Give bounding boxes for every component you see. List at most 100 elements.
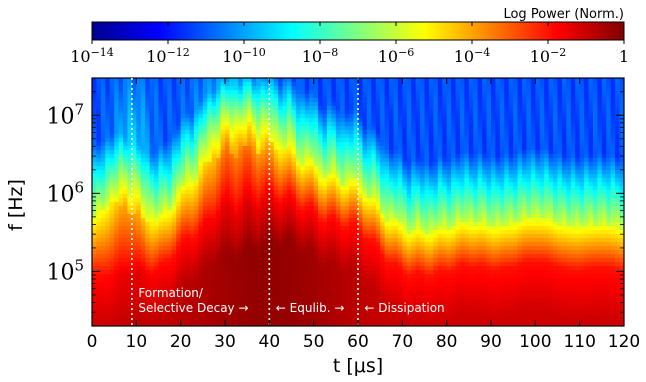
heatmap-cell (362, 134, 368, 139)
heatmap-cell (114, 162, 120, 167)
heatmap-cell (326, 86, 332, 91)
heatmap-cell (579, 114, 585, 119)
heatmap-cell (579, 210, 585, 215)
heatmap-cell (154, 90, 160, 95)
heatmap-cell (162, 170, 168, 175)
heatmap-cell (420, 190, 426, 195)
heatmap-cell (185, 142, 191, 147)
heatmap-cell (109, 158, 115, 163)
heatmap-cell (282, 98, 288, 103)
heatmap-cell (340, 94, 346, 99)
heatmap-cell (601, 150, 607, 155)
heatmap-cell (273, 146, 279, 151)
heatmap-cell (225, 218, 231, 223)
heatmap-cell (411, 158, 417, 163)
heatmap-cell (127, 94, 133, 99)
heatmap-cell (331, 82, 337, 87)
heatmap-cell (211, 122, 217, 127)
heatmap-cell (491, 130, 497, 135)
heatmap-cell (468, 162, 474, 167)
heatmap-cell (211, 210, 217, 215)
heatmap-cell (362, 218, 368, 223)
heatmap-cell (592, 78, 598, 83)
heatmap-cell (437, 170, 443, 175)
heatmap-cell (136, 94, 142, 99)
heatmap-cell (464, 106, 470, 111)
heatmap-cell (570, 114, 576, 119)
heatmap-cell (167, 242, 173, 247)
heatmap-cell (331, 190, 337, 195)
heatmap-cell (371, 162, 377, 167)
heatmap-cell (225, 102, 231, 107)
heatmap-cell (464, 174, 470, 179)
heatmap-cell (442, 166, 448, 171)
heatmap-cell (544, 102, 550, 107)
heatmap-cell (220, 166, 226, 171)
heatmap-cell (393, 126, 399, 131)
heatmap-cell (105, 170, 111, 175)
heatmap-cell (459, 114, 465, 119)
heatmap-cell (127, 194, 133, 199)
heatmap-cell (251, 86, 257, 91)
heatmap-cell (491, 222, 497, 227)
heatmap-cell (553, 106, 559, 111)
heatmap-cell (504, 158, 510, 163)
heatmap-cell (340, 170, 346, 175)
heatmap-cell (176, 110, 182, 115)
heatmap-cell (437, 134, 443, 139)
heatmap-cell (269, 130, 275, 135)
heatmap-cell (375, 98, 381, 103)
heatmap-cell (238, 242, 244, 247)
heatmap-cell (180, 114, 186, 119)
heatmap-cell (380, 238, 386, 243)
heatmap-cell (406, 158, 412, 163)
heatmap-cell (420, 122, 426, 127)
heatmap-cell (140, 106, 146, 111)
heatmap-cell (415, 202, 421, 207)
heatmap-cell (225, 78, 231, 83)
heatmap-cell (579, 134, 585, 139)
heatmap-cell (291, 178, 297, 183)
heatmap-cell (278, 222, 284, 227)
heatmap-cell (291, 214, 297, 219)
heatmap-cell (180, 110, 186, 115)
heatmap-cell (384, 122, 390, 127)
heatmap-cell (207, 234, 213, 239)
heatmap-cell (273, 86, 279, 91)
heatmap-cell (318, 158, 324, 163)
heatmap-cell (344, 238, 350, 243)
heatmap-cell (278, 226, 284, 231)
heatmap-cell (601, 86, 607, 91)
heatmap-cell (570, 162, 576, 167)
heatmap-cell (366, 86, 372, 91)
heatmap-cell (371, 170, 377, 175)
heatmap-cell (619, 198, 624, 203)
heatmap-cell (433, 94, 439, 99)
heatmap-cell (592, 126, 598, 131)
heatmap-cell (358, 210, 364, 215)
heatmap-cell (318, 186, 324, 191)
heatmap-cell (171, 174, 177, 179)
heatmap-cell (468, 230, 474, 235)
heatmap-cell (145, 214, 151, 219)
heatmap-cell (411, 82, 417, 87)
heatmap-cell (570, 230, 576, 235)
heatmap-cell (158, 158, 164, 163)
heatmap-cell (455, 90, 461, 95)
heatmap-cell (504, 230, 510, 235)
heatmap-cell (597, 78, 603, 83)
heatmap-cell (278, 146, 284, 151)
heatmap-cell (561, 218, 567, 223)
heatmap-cell (433, 226, 439, 231)
heatmap-cell (123, 106, 129, 111)
heatmap-cell (260, 154, 266, 159)
heatmap-cell (114, 158, 120, 163)
heatmap-cell (619, 170, 624, 175)
heatmap-cell (575, 186, 581, 191)
heatmap-cell (92, 218, 98, 223)
heatmap-cell (136, 142, 142, 147)
heatmap-cell (592, 122, 598, 127)
heatmap-cell (397, 170, 403, 175)
heatmap-cell (588, 86, 594, 91)
heatmap-cell (123, 230, 129, 235)
